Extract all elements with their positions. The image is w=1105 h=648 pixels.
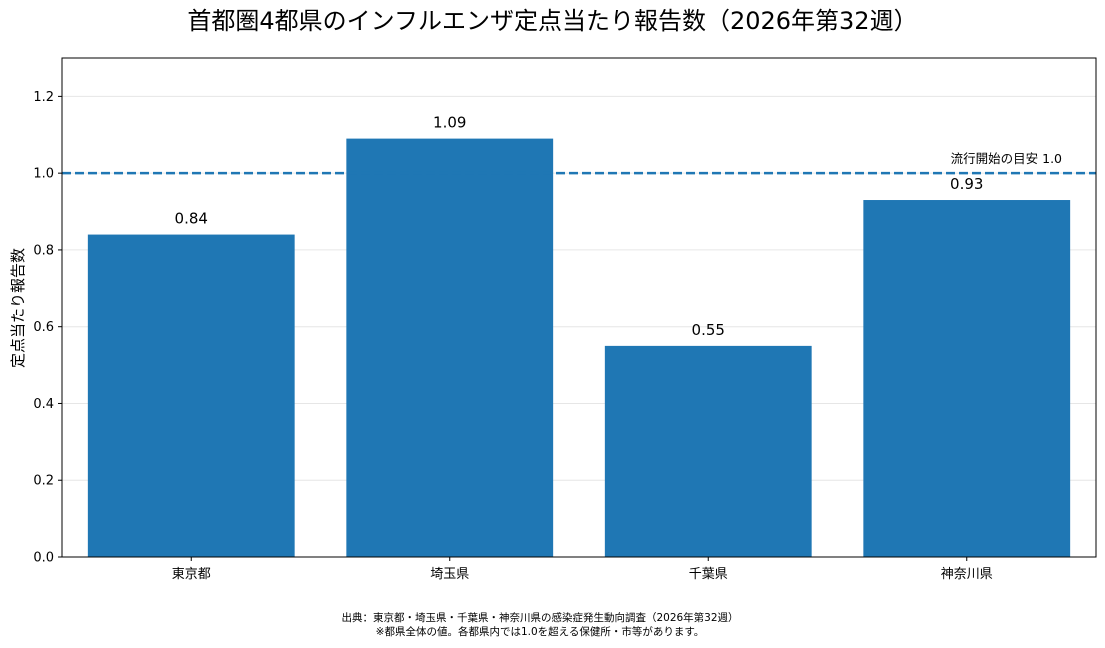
plot-frame [61, 57, 1097, 558]
data-label: 0.84 [175, 210, 208, 228]
y-tick-label: 1.2 [33, 90, 54, 105]
footnote: ※都県全体の値。各都県内では1.0を超える保健所・市等があります。 [375, 626, 705, 638]
chart-title: 首都圏4都県のインフルエンザ定点当たり報告数（2026年第32週） [187, 7, 918, 35]
data-label: 0.55 [692, 321, 725, 339]
bar [863, 200, 1071, 557]
y-tick-label: 0.6 [33, 320, 54, 335]
bar [346, 138, 554, 557]
data-label: 0.93 [950, 175, 983, 193]
y-axis-label: 定点当たり報告数 [9, 248, 27, 368]
source-note: 出典：東京都・埼玉県・千葉県・神奈川県の感染症発生動向調査（2026年第32週） [341, 612, 739, 624]
x-tick-label: 埼玉県 [430, 567, 469, 582]
x-tick-label: 神奈川県 [941, 567, 993, 582]
y-axis: 0.0 0.2 0.4 0.6 0.8 1.0 1.2 [33, 90, 62, 566]
bar [604, 345, 812, 557]
reference-line-group: 流行開始の目安 1.0 [62, 151, 1096, 175]
threshold-label: 流行開始の目安 1.0 [951, 151, 1062, 166]
bars [87, 138, 1071, 558]
x-tick-label: 千葉県 [689, 567, 728, 582]
value-labels: 0.84 1.09 0.55 0.93 [175, 114, 984, 339]
y-tick-label: 0.2 [33, 474, 54, 489]
x-tick-label: 東京都 [172, 566, 211, 582]
x-axis: 東京都 埼玉県 千葉県 神奈川県 [172, 557, 993, 582]
y-tick-label: 1.0 [33, 167, 54, 182]
y-tick-label: 0.8 [33, 243, 54, 258]
bar [87, 234, 295, 558]
y-tick-label: 0.4 [33, 397, 54, 412]
y-tick-label: 0.0 [33, 551, 54, 566]
data-label: 1.09 [433, 114, 466, 132]
